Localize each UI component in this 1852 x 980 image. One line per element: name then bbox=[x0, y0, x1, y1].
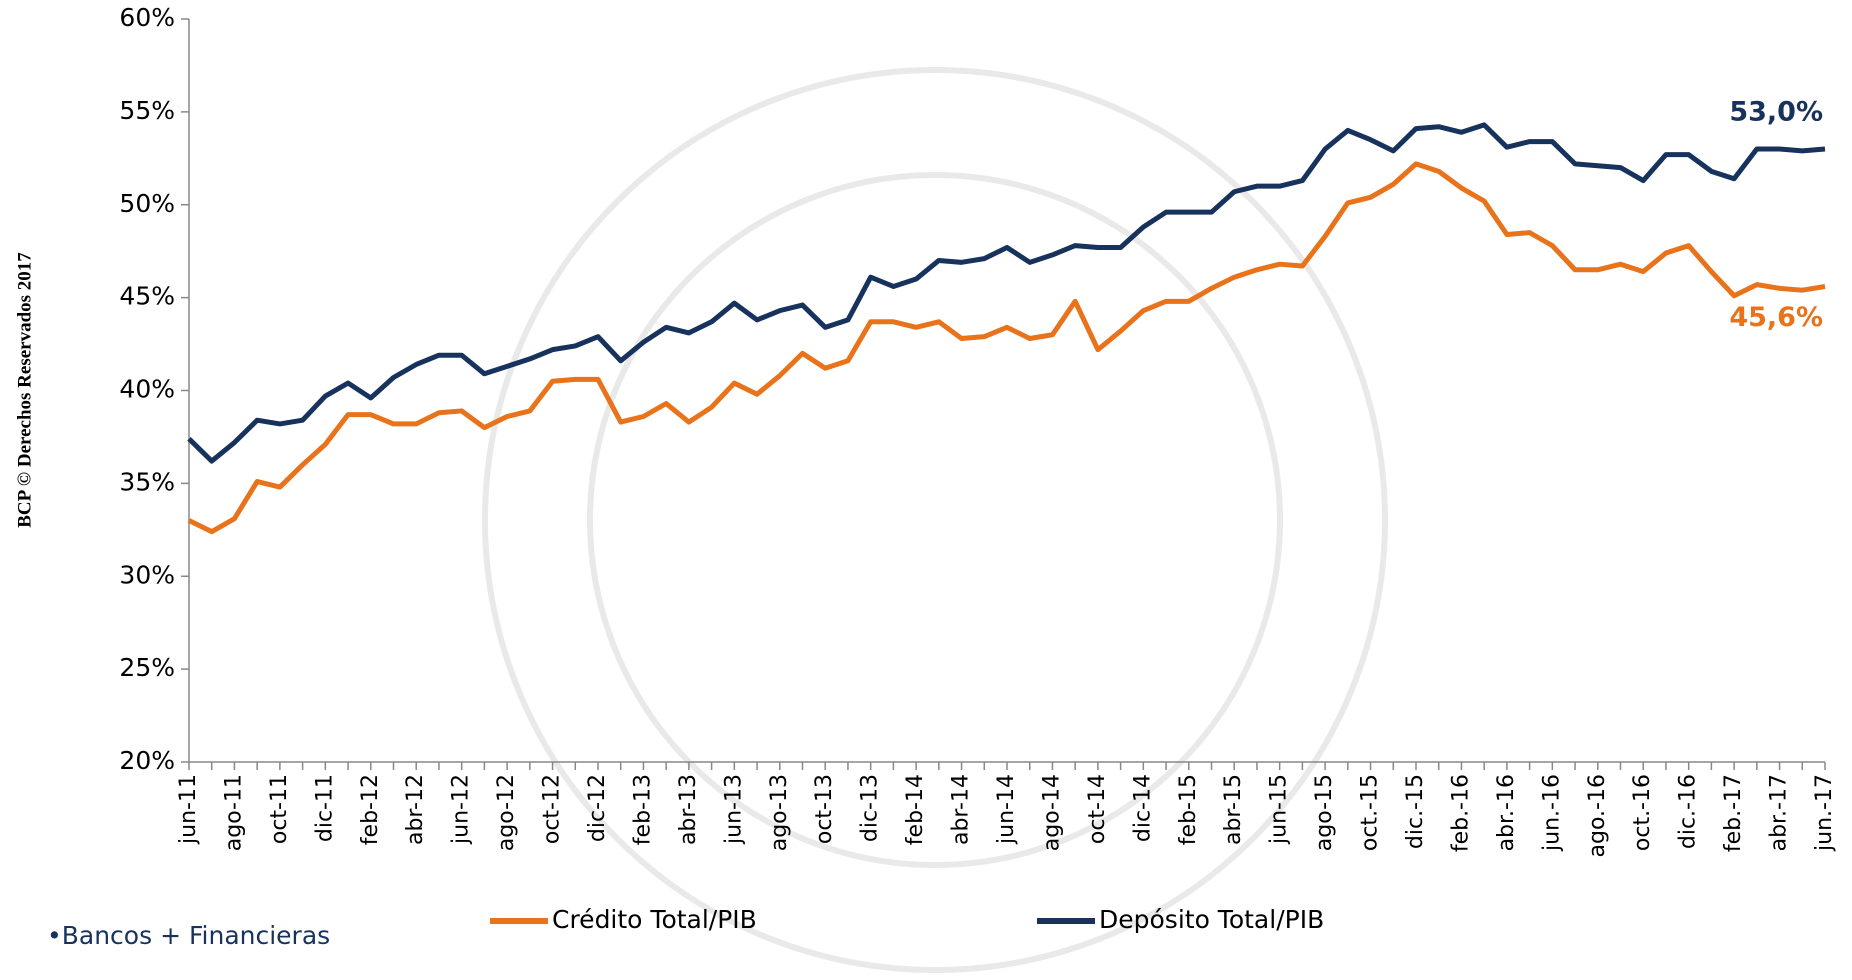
x-tick-label: abr.-17 bbox=[1767, 774, 1792, 851]
x-tick-label: feb-13 bbox=[630, 774, 655, 845]
end-label: 53,0% bbox=[1729, 97, 1823, 128]
x-tick-label: jun-13 bbox=[721, 774, 746, 845]
watermark bbox=[482, 67, 1388, 973]
x-tick-label: jun-11 bbox=[176, 774, 201, 845]
x-tick-label: oct-12 bbox=[540, 774, 565, 844]
x-tick-label: feb.-16 bbox=[1448, 774, 1473, 852]
series-line bbox=[187, 122, 1826, 464]
legend-label: Crédito Total/PIB bbox=[552, 905, 757, 934]
x-tick-label: jun.-17 bbox=[1812, 774, 1837, 852]
footnote: •Bancos + Financieras bbox=[47, 921, 330, 950]
y-tick-label: 30% bbox=[119, 560, 175, 589]
y-tick-label: 45% bbox=[119, 282, 175, 311]
y-tick-label: 20% bbox=[119, 746, 175, 775]
x-tick-label: oct-13 bbox=[812, 774, 837, 844]
y-tick-label: 35% bbox=[119, 467, 175, 496]
x-tick-label: oct-11 bbox=[267, 774, 292, 844]
side-note: BCP © Derechos Reservados 2017 bbox=[14, 252, 35, 528]
x-tick-label: ago-14 bbox=[1039, 774, 1064, 851]
x-tick-label: ago.-16 bbox=[1585, 774, 1610, 857]
x-tick-label: jun-12 bbox=[449, 774, 474, 845]
x-tick-label: abr-15 bbox=[1221, 774, 1246, 845]
x-tick-label: feb-12 bbox=[358, 774, 383, 845]
y-tick-label: 55% bbox=[119, 96, 175, 125]
x-tick-label: oct-14 bbox=[1085, 774, 1110, 844]
series-line bbox=[187, 161, 1826, 535]
x-tick-label: feb-14 bbox=[903, 774, 928, 845]
x-tick-label: dic.-15 bbox=[1403, 774, 1428, 849]
x-tick-label: ago-15 bbox=[1312, 774, 1337, 851]
x-tick-label: jun-14 bbox=[994, 774, 1019, 845]
y-tick-label: 60% bbox=[119, 3, 175, 32]
x-tick-label: dic-13 bbox=[858, 774, 883, 842]
y-tick-label: 40% bbox=[119, 375, 175, 404]
x-tick-label: dic-12 bbox=[585, 774, 610, 842]
x-tick-label: dic.-16 bbox=[1676, 774, 1701, 849]
x-tick-label: feb.-17 bbox=[1721, 774, 1746, 852]
legend-label: Depósito Total/PIB bbox=[1099, 905, 1324, 934]
x-tick-label: dic-11 bbox=[312, 774, 337, 842]
x-tick-label: ago-12 bbox=[494, 774, 519, 851]
y-tick-label: 50% bbox=[119, 189, 175, 218]
x-tick-label: jun.-16 bbox=[1539, 774, 1564, 852]
x-tick-label: ago-11 bbox=[221, 774, 246, 851]
x-tick-label: abr-14 bbox=[949, 774, 974, 845]
x-tick-label: abr-13 bbox=[676, 774, 701, 845]
x-tick-label: abr.-16 bbox=[1494, 774, 1519, 851]
x-tick-label: feb-15 bbox=[1176, 774, 1201, 845]
y-tick-label: 25% bbox=[119, 653, 175, 682]
x-tick-label: oct.-15 bbox=[1358, 774, 1383, 851]
end-label: 45,6% bbox=[1729, 302, 1823, 333]
x-tick-label: ago-13 bbox=[767, 774, 792, 851]
x-tick-label: abr-12 bbox=[403, 774, 428, 845]
x-tick-label: oct.-16 bbox=[1630, 774, 1655, 851]
x-tick-label: dic-14 bbox=[1130, 774, 1155, 842]
x-tick-label: jun-15 bbox=[1267, 774, 1292, 845]
